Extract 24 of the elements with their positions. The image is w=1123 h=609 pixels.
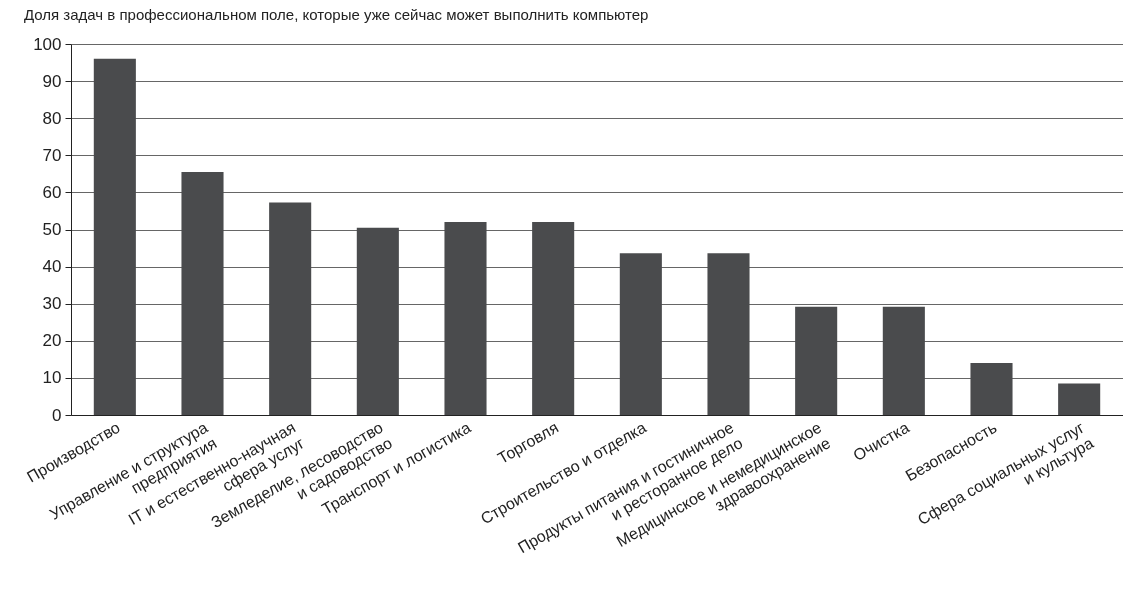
bar — [707, 253, 750, 415]
y-tick-label: 20 — [42, 331, 62, 351]
bar — [93, 58, 136, 415]
y-tick-label: 40 — [42, 257, 62, 277]
bar — [356, 227, 399, 415]
y-tick-label: 90 — [42, 71, 62, 91]
bar — [444, 222, 487, 415]
y-tick-label: 80 — [42, 108, 62, 128]
bar — [619, 253, 662, 415]
chart-title: Доля задач в профессиональном поле, которые уже сейчас может выполнить компьютер — [23, 6, 649, 23]
y-tick-label: 100 — [33, 34, 62, 54]
y-tick-label: 70 — [42, 145, 62, 165]
bar — [795, 306, 838, 415]
bar — [970, 363, 1013, 415]
bar — [269, 202, 312, 415]
y-tick-label: 0 — [52, 405, 62, 425]
y-tick-label: 60 — [42, 182, 62, 202]
bar — [882, 306, 925, 415]
y-tick-label: 50 — [42, 220, 62, 239]
bar — [1058, 383, 1101, 415]
y-tick-label: 30 — [42, 294, 62, 314]
y-tick-label: 10 — [42, 368, 62, 388]
bar — [532, 222, 575, 415]
bar — [181, 172, 224, 415]
